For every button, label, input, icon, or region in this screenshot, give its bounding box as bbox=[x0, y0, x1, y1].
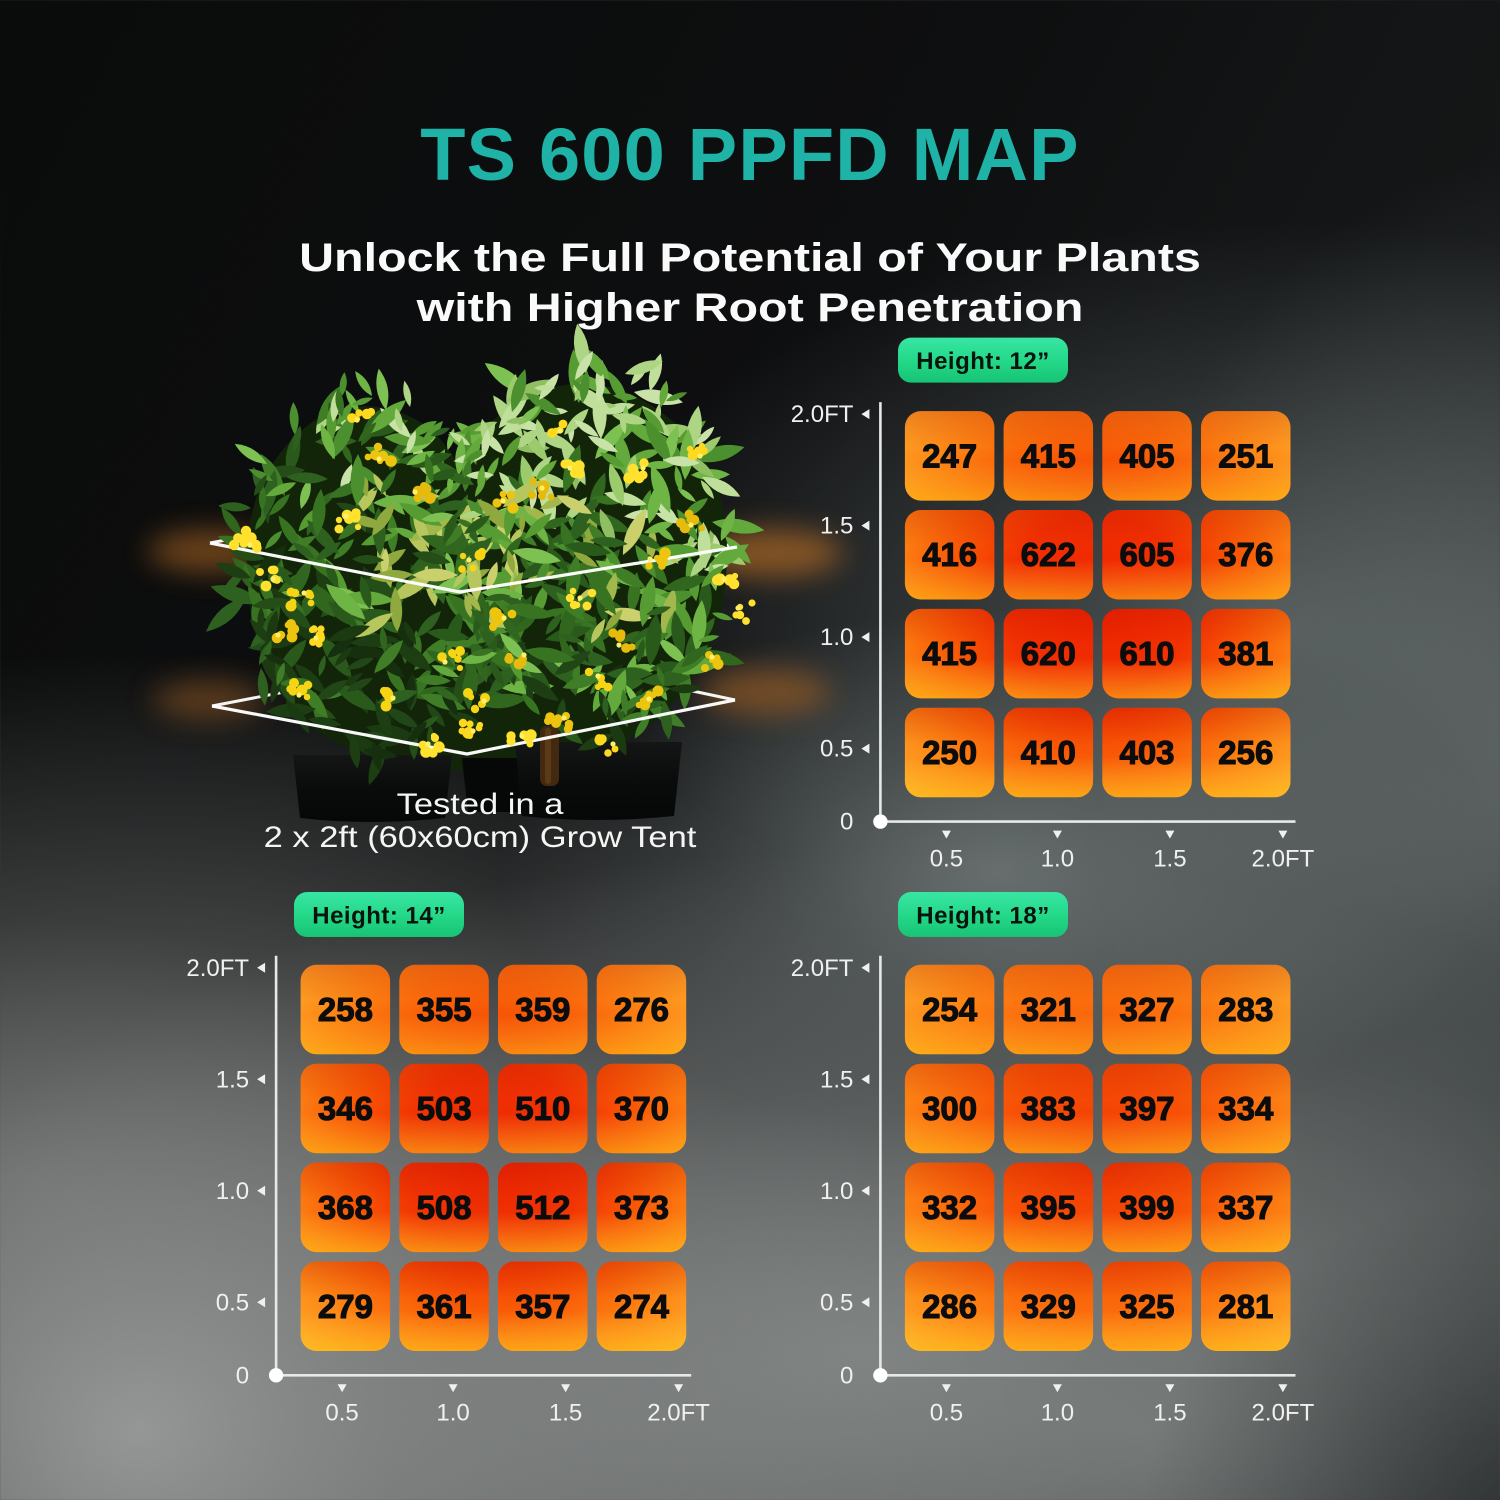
svg-text:0.5: 0.5 bbox=[930, 846, 963, 873]
svg-text:605: 605 bbox=[1119, 536, 1174, 573]
svg-text:346: 346 bbox=[318, 1090, 373, 1127]
svg-text:1.5: 1.5 bbox=[549, 1399, 582, 1426]
svg-text:381: 381 bbox=[1218, 635, 1273, 672]
svg-text:1.5: 1.5 bbox=[820, 513, 853, 540]
svg-text:405: 405 bbox=[1119, 437, 1174, 474]
svg-text:1.5: 1.5 bbox=[216, 1066, 249, 1093]
svg-text:376: 376 bbox=[1218, 536, 1273, 573]
svg-text:415: 415 bbox=[1021, 437, 1076, 474]
svg-text:0.5: 0.5 bbox=[216, 1289, 249, 1316]
svg-text:2.0FT: 2.0FT bbox=[791, 955, 854, 982]
svg-text:274: 274 bbox=[614, 1288, 670, 1325]
svg-text:1.5: 1.5 bbox=[1153, 1399, 1186, 1426]
svg-text:0.5: 0.5 bbox=[820, 1289, 853, 1316]
svg-text:2.0FT: 2.0FT bbox=[1252, 846, 1315, 873]
svg-text:0.5: 0.5 bbox=[930, 1399, 963, 1426]
svg-text:1.0: 1.0 bbox=[1041, 1399, 1074, 1426]
svg-text:325: 325 bbox=[1119, 1288, 1174, 1325]
svg-text:2.0FT: 2.0FT bbox=[647, 1399, 710, 1426]
svg-text:622: 622 bbox=[1021, 536, 1076, 573]
svg-text:Height: 18”: Height: 18” bbox=[916, 903, 1050, 930]
svg-text:0.5: 0.5 bbox=[325, 1399, 358, 1426]
svg-text:359: 359 bbox=[515, 991, 570, 1028]
svg-text:321: 321 bbox=[1021, 991, 1076, 1028]
svg-text:1.5: 1.5 bbox=[820, 1066, 853, 1093]
svg-text:256: 256 bbox=[1218, 734, 1273, 771]
svg-text:Height: 14”: Height: 14” bbox=[312, 903, 446, 930]
svg-text:383: 383 bbox=[1021, 1090, 1076, 1127]
svg-text:399: 399 bbox=[1119, 1189, 1174, 1226]
svg-text:1.0: 1.0 bbox=[436, 1399, 469, 1426]
svg-text:373: 373 bbox=[614, 1189, 669, 1226]
svg-text:2.0FT: 2.0FT bbox=[1252, 1399, 1315, 1426]
svg-text:2.0FT: 2.0FT bbox=[791, 401, 854, 428]
svg-text:1.0: 1.0 bbox=[820, 1178, 853, 1205]
svg-text:250: 250 bbox=[922, 734, 977, 771]
svg-text:1.0: 1.0 bbox=[1041, 846, 1074, 873]
svg-text:397: 397 bbox=[1119, 1090, 1174, 1127]
svg-text:0.5: 0.5 bbox=[820, 736, 853, 763]
svg-text:0: 0 bbox=[840, 809, 853, 836]
svg-text:610: 610 bbox=[1119, 635, 1174, 672]
svg-text:0: 0 bbox=[840, 1362, 853, 1389]
svg-text:329: 329 bbox=[1021, 1288, 1076, 1325]
svg-text:403: 403 bbox=[1119, 734, 1174, 771]
svg-text:332: 332 bbox=[922, 1189, 977, 1226]
svg-text:410: 410 bbox=[1021, 734, 1076, 771]
svg-text:279: 279 bbox=[318, 1288, 373, 1325]
svg-text:Height: 12”: Height: 12” bbox=[916, 348, 1050, 375]
svg-text:508: 508 bbox=[417, 1189, 472, 1226]
svg-text:512: 512 bbox=[515, 1189, 570, 1226]
svg-text:510: 510 bbox=[515, 1090, 570, 1127]
svg-text:281: 281 bbox=[1218, 1288, 1273, 1325]
svg-text:251: 251 bbox=[1218, 437, 1273, 474]
svg-text:355: 355 bbox=[417, 991, 472, 1028]
svg-text:334: 334 bbox=[1218, 1090, 1274, 1127]
svg-text:1.0: 1.0 bbox=[820, 624, 853, 651]
svg-text:357: 357 bbox=[515, 1288, 570, 1325]
svg-text:370: 370 bbox=[614, 1090, 669, 1127]
svg-text:300: 300 bbox=[922, 1090, 977, 1127]
svg-text:503: 503 bbox=[417, 1090, 472, 1127]
svg-text:254: 254 bbox=[922, 991, 978, 1028]
svg-text:247: 247 bbox=[922, 437, 977, 474]
svg-text:1.0: 1.0 bbox=[216, 1178, 249, 1205]
svg-text:620: 620 bbox=[1021, 635, 1076, 672]
svg-text:258: 258 bbox=[318, 991, 373, 1028]
svg-text:415: 415 bbox=[922, 635, 977, 672]
svg-text:2.0FT: 2.0FT bbox=[186, 955, 249, 982]
svg-text:337: 337 bbox=[1218, 1189, 1273, 1226]
svg-text:327: 327 bbox=[1119, 991, 1174, 1028]
svg-text:416: 416 bbox=[922, 536, 977, 573]
svg-text:283: 283 bbox=[1218, 991, 1273, 1028]
svg-text:286: 286 bbox=[922, 1288, 977, 1325]
svg-text:276: 276 bbox=[614, 991, 669, 1028]
svg-text:361: 361 bbox=[417, 1288, 472, 1325]
svg-text:1.5: 1.5 bbox=[1153, 846, 1186, 873]
svg-text:368: 368 bbox=[318, 1189, 373, 1226]
svg-text:0: 0 bbox=[236, 1362, 249, 1389]
svg-text:395: 395 bbox=[1021, 1189, 1076, 1226]
